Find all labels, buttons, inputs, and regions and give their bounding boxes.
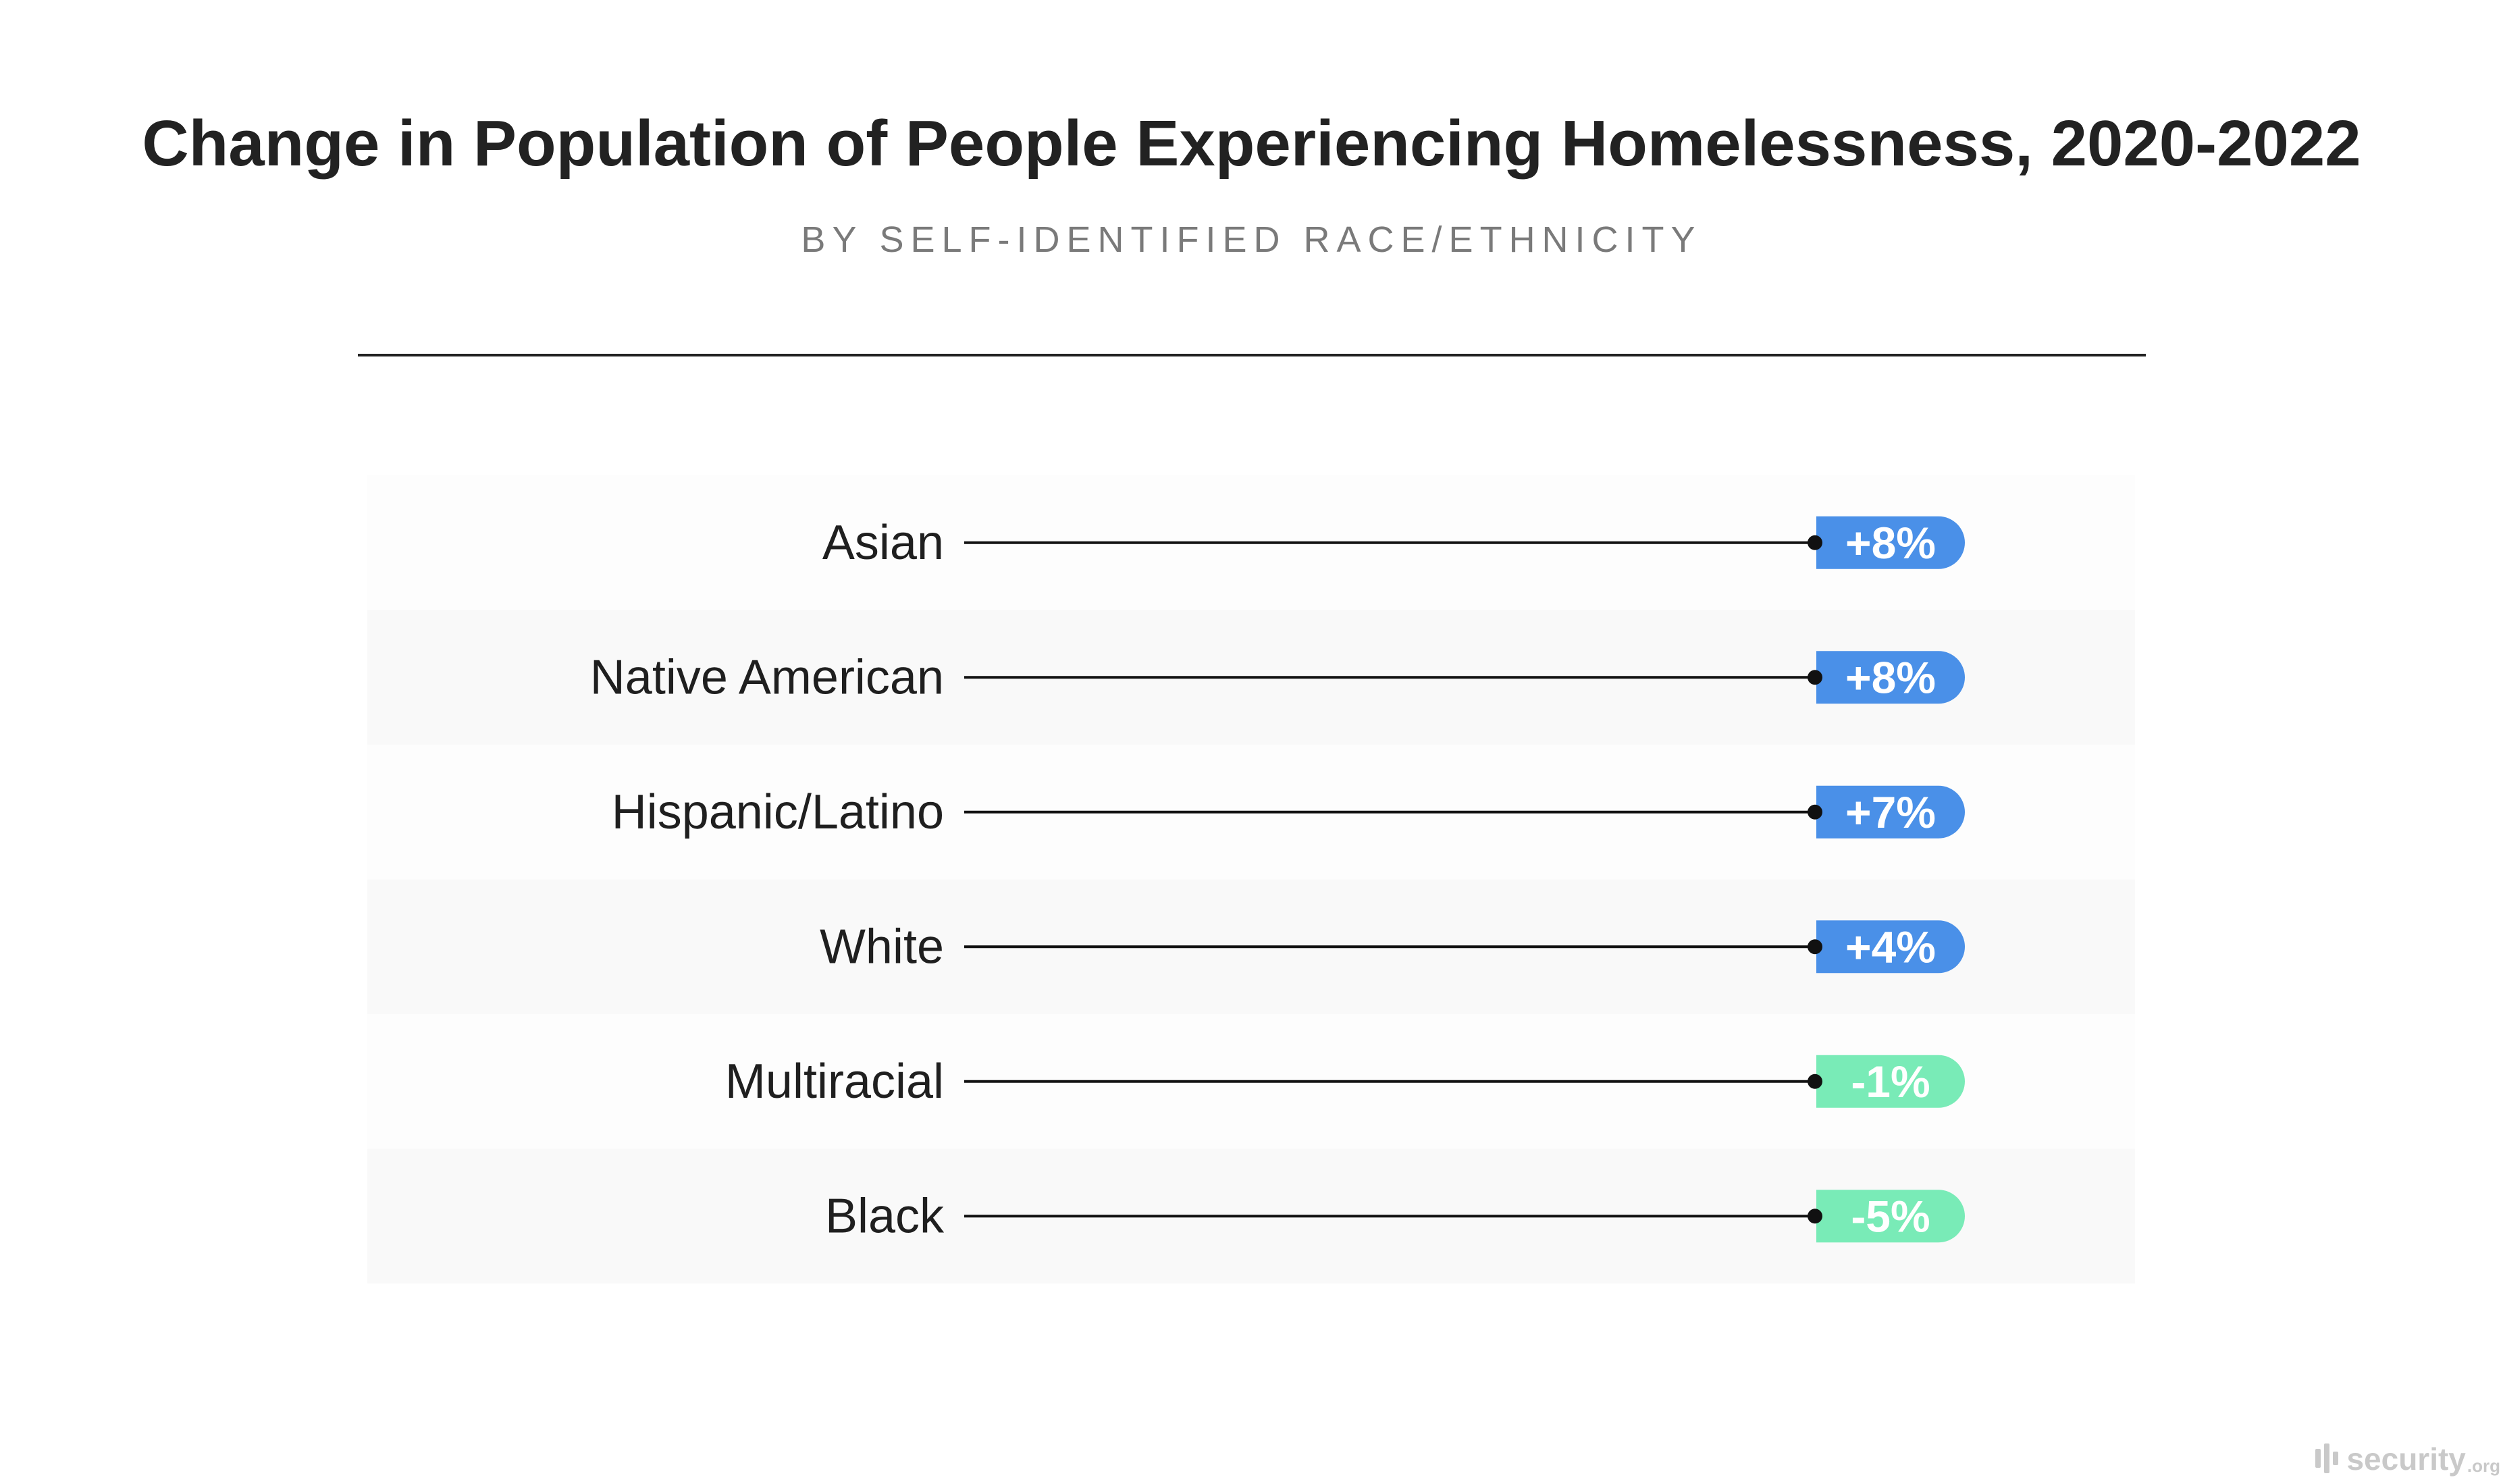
value-bar bbox=[1816, 1190, 1965, 1243]
chart-row: Hispanic/Latino +7% bbox=[367, 745, 2135, 880]
value-bar bbox=[1816, 920, 1965, 974]
value-bar bbox=[1816, 516, 1965, 569]
brand-watermark: security .org bbox=[2314, 1442, 2500, 1475]
value-label: +8% bbox=[1845, 652, 1936, 702]
category-label: Multiracial bbox=[725, 1055, 944, 1109]
value-label: +4% bbox=[1845, 922, 1936, 972]
value-label: +7% bbox=[1845, 787, 1936, 837]
category-label: Hispanic/Latino bbox=[612, 785, 944, 839]
value-bar bbox=[1816, 651, 1965, 704]
brand-tld: .org bbox=[2467, 1456, 2500, 1476]
end-dot bbox=[1808, 1074, 1822, 1089]
chart-row: Native American +8% bbox=[367, 610, 2135, 745]
category-label: Asian bbox=[822, 516, 944, 570]
security-org-logo-icon bbox=[2315, 1443, 2339, 1473]
chart-row: Asian +8% bbox=[367, 475, 2135, 610]
value-bar bbox=[1816, 1055, 1965, 1108]
category-label: White bbox=[820, 920, 944, 974]
value-label: +8% bbox=[1845, 518, 1936, 568]
chart-row: Multiracial -1% bbox=[367, 1014, 2135, 1149]
value-label: -5% bbox=[1851, 1191, 1930, 1241]
category-label: Black bbox=[825, 1189, 945, 1243]
end-dot bbox=[1808, 804, 1822, 820]
end-dot bbox=[1808, 1209, 1822, 1224]
category-label: Native American bbox=[590, 650, 944, 704]
end-dot bbox=[1808, 939, 1822, 955]
end-dot bbox=[1808, 535, 1822, 550]
value-label: -1% bbox=[1851, 1057, 1930, 1107]
brand-name: security bbox=[2346, 1441, 2466, 1477]
chart-row: Black -5% bbox=[367, 1148, 2135, 1283]
end-dot bbox=[1808, 670, 1822, 685]
chart-subtitle: BY SELF-IDENTIFIED RACE/ETHNICITY bbox=[801, 219, 1702, 260]
value-bar bbox=[1816, 785, 1965, 839]
chart-title: Change in Population of People Experienc… bbox=[142, 107, 2361, 180]
title-divider bbox=[358, 354, 2146, 356]
chart-row: White +4% bbox=[367, 879, 2135, 1014]
